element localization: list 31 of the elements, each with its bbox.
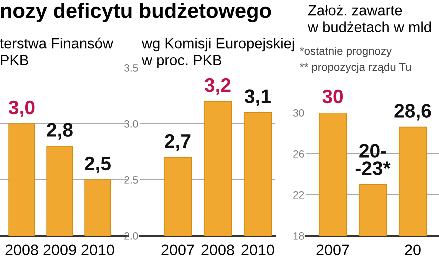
- y-tick-label: 22: [294, 192, 304, 199]
- x-tick-label: 2008: [202, 244, 234, 256]
- data-label: 2,7: [165, 134, 191, 152]
- data-label: 3,1: [244, 90, 271, 106]
- y-tick-label: 3.5: [124, 64, 138, 72]
- x-tick-label: 2007: [316, 244, 350, 256]
- data-label: 20- -23*: [356, 144, 391, 176]
- text: ** propozycja rządu Tu: [300, 63, 412, 74]
- x-tick-label: 2010: [82, 244, 114, 256]
- y-tick-label: 18: [294, 232, 304, 240]
- y-tick-label: 26: [294, 150, 304, 158]
- y-tick-label: 3.0: [124, 120, 138, 128]
- chart-subtitle: Założ. zawarte w budżetach w mld: [308, 5, 432, 32]
- x-tick-label: 2010: [242, 244, 274, 256]
- x-tick-label: 2008: [6, 244, 38, 256]
- data-label: 28,6: [394, 104, 432, 121]
- data-label: 3,2: [204, 78, 231, 96]
- chart-subtitle: terstwa Finansów PKB: [0, 38, 114, 66]
- y-tick-label: 30: [293, 110, 304, 117]
- x-tick-label: 2007: [162, 244, 194, 256]
- x-tick-label: 2009: [44, 244, 76, 256]
- chart-title: nozy deficytu budżetowego: [1, 3, 272, 23]
- data-label: 2,5: [85, 156, 111, 174]
- data-label: 3,0: [8, 100, 35, 118]
- x-tick-label: 20: [405, 244, 421, 256]
- data-label: 30: [322, 90, 344, 104]
- text: *ostatnie prognozy: [300, 47, 392, 58]
- y-tick-label: 2.5: [124, 176, 138, 184]
- chart-subtitle: wg Komisji Europejskiej w proc. PKB: [142, 38, 294, 68]
- data-label: 2,8: [47, 123, 73, 140]
- y-tick-label: 2.0: [124, 232, 138, 240]
